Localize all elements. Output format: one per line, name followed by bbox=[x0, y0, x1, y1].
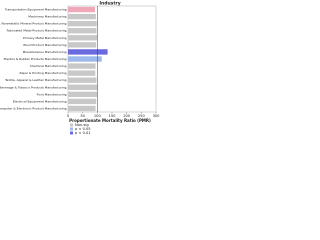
bar bbox=[68, 56, 102, 62]
chart-title: Industry bbox=[99, 1, 120, 7]
bar bbox=[68, 6, 95, 13]
y-tick-label: Paper & Printing Manufacturing bbox=[20, 71, 67, 75]
y-tick-label: Machinery Manufacturing bbox=[28, 15, 66, 19]
legend-label: Non-sig bbox=[75, 123, 89, 127]
x-tick-label: 0 bbox=[67, 114, 70, 118]
y-tick-label: Chemical Manufacturing bbox=[30, 64, 67, 68]
y-tick-label: Textile, Apparel & Leather Manufacturing bbox=[4, 78, 67, 82]
x-axis-title: Proportionate Mortality Ratio (PMR) bbox=[69, 118, 151, 123]
y-tick-label: Misc. Nonmetallic Mineral Product Manufa… bbox=[0, 22, 67, 26]
x-tick-label: 50 bbox=[80, 114, 85, 118]
y-tick-label: Computer & Electronic Product Manufactur… bbox=[0, 106, 67, 110]
bar bbox=[68, 77, 97, 83]
y-tick-label: Beverage & Tobacco Products Manufacturin… bbox=[0, 85, 67, 89]
bar bbox=[68, 20, 97, 27]
x-tick-label: 300 bbox=[153, 114, 161, 118]
bar bbox=[68, 91, 98, 98]
x-tick-label: 150 bbox=[109, 114, 117, 118]
x-tick-label: 250 bbox=[138, 114, 146, 118]
legend-swatch bbox=[70, 127, 73, 131]
y-tick-label: Transportation Equipment Manufacturing bbox=[4, 8, 67, 12]
legend-label: p < 0.01 bbox=[75, 131, 91, 135]
bar bbox=[68, 28, 97, 34]
legend-label: p < 0.05 bbox=[75, 127, 91, 131]
y-tick-label: Electrical Equipment Manufacturing bbox=[13, 99, 67, 103]
bar bbox=[68, 13, 96, 20]
y-tick-label: Fabricated Metal Product Manufacturing bbox=[7, 29, 67, 33]
x-tick-label: 100 bbox=[94, 114, 102, 118]
bar bbox=[68, 63, 96, 69]
legend-swatch bbox=[70, 123, 73, 127]
y-tick-label: Wood Product Manufacturing bbox=[23, 43, 66, 47]
bar bbox=[68, 35, 98, 41]
y-tick-label: Plastics & Rubber Products Manufacturing bbox=[4, 57, 67, 61]
bar bbox=[68, 70, 96, 76]
y-tick-label: Food Manufacturing bbox=[37, 92, 67, 96]
bar bbox=[68, 84, 98, 90]
y-tick-label: Miscellaneous Manufacturing bbox=[23, 50, 67, 54]
legend-swatch bbox=[70, 131, 73, 135]
bar bbox=[68, 42, 97, 48]
bar bbox=[68, 98, 97, 105]
y-tick-label: Primary Metal Manufacturing bbox=[23, 36, 67, 40]
x-tick-label: 200 bbox=[123, 114, 131, 118]
bar bbox=[68, 49, 108, 55]
chart: Industry Proportionate Mortality Ratio (… bbox=[0, 1, 161, 136]
bar bbox=[68, 105, 96, 112]
